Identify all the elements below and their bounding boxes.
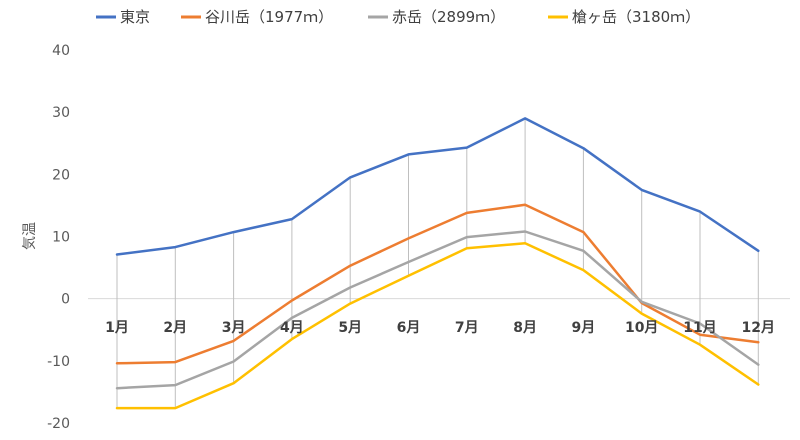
x-category-label: 10月 — [625, 320, 658, 336]
x-category-label: 5月 — [338, 320, 362, 336]
y-axis-ticks: -20 -10 0 10 20 30 40 — [47, 43, 70, 432]
y-tick-label: 20 — [52, 167, 70, 183]
x-category-label: 8月 — [513, 320, 537, 336]
legend-label: 赤岳（2899ｍ） — [392, 8, 505, 26]
x-category-label: 9月 — [572, 320, 596, 336]
y-tick-label: 0 — [61, 292, 70, 308]
y-tick-label: -10 — [47, 354, 70, 370]
x-category-label: 12月 — [742, 320, 775, 336]
legend-label: 東京 — [120, 8, 150, 26]
series-line-1 — [115, 203, 760, 365]
series-line-0 — [115, 117, 760, 256]
y-axis-title-group: 気温 — [22, 222, 38, 250]
series-lines — [115, 117, 760, 410]
x-category-label: 4月 — [280, 320, 304, 336]
series-line-2 — [115, 230, 760, 390]
legend: 東京 谷川岳（1977ｍ） 赤岳（2899ｍ） 槍ヶ岳（3180ｍ） — [96, 8, 700, 26]
legend-label: 槍ヶ岳（3180ｍ） — [572, 8, 700, 26]
y-tick-label: -20 — [47, 416, 70, 432]
y-axis-title: 気温 — [22, 222, 38, 250]
y-tick-label: 40 — [52, 43, 70, 59]
x-category-label: 6月 — [397, 320, 421, 336]
x-category-label: 11月 — [683, 320, 716, 336]
x-axis-categories: 1月 2月 3月 4月 5月 6月 7月 8月 9月 10月 11月 12月 — [105, 320, 775, 336]
x-category-label: 2月 — [163, 320, 187, 336]
x-category-label: 3月 — [222, 320, 246, 336]
x-category-label: 1月 — [105, 320, 129, 336]
y-tick-label: 30 — [52, 105, 70, 121]
legend-label: 谷川岳（1977ｍ） — [205, 8, 333, 26]
series-line-3 — [115, 242, 760, 410]
y-tick-label: 10 — [52, 230, 70, 246]
x-category-label: 7月 — [455, 320, 479, 336]
